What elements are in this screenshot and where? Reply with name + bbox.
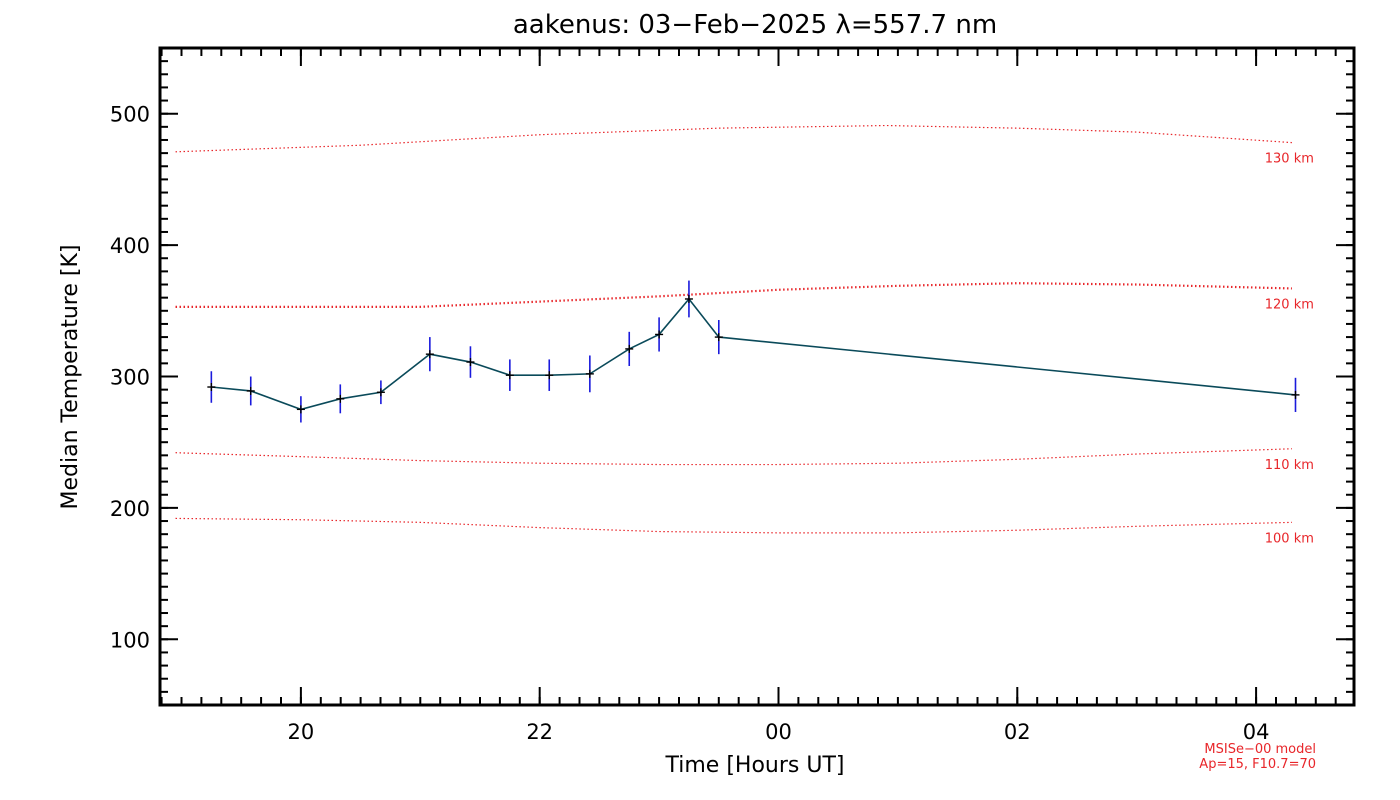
model-curve-label: 110 km bbox=[1265, 458, 1314, 473]
model-curve-label: 120 km bbox=[1265, 297, 1314, 312]
x-tick-label: 04 bbox=[1243, 720, 1270, 744]
model-labels: 130 km 120 km 110 km 100 km bbox=[1265, 152, 1314, 547]
model-params-note: Ap=15, F10.7=70 bbox=[1199, 757, 1316, 772]
x-tick-labels: 20 22 00 02 04 bbox=[288, 720, 1270, 744]
x-axis-label: Time [Hours UT] bbox=[665, 753, 845, 778]
plot-frame bbox=[158, 46, 1356, 707]
model-curve-110-km bbox=[175, 448, 1292, 466]
chart-title: aakenus: 03−Feb−2025 λ=557.7 nm bbox=[513, 10, 997, 40]
model-note: MSISe−00 model bbox=[1204, 742, 1316, 757]
y-tick-label: 200 bbox=[110, 497, 150, 521]
x-tick-label: 02 bbox=[1004, 720, 1031, 744]
model-curve-120-km bbox=[175, 282, 1292, 308]
model-curve-100-km bbox=[175, 517, 1292, 534]
y-tick-labels: 100 200 300 400 500 bbox=[110, 103, 150, 653]
y-tick-label: 500 bbox=[110, 103, 150, 127]
x-tick-label: 22 bbox=[526, 720, 553, 744]
x-tick-label: 00 bbox=[765, 720, 792, 744]
data-series bbox=[207, 280, 1300, 423]
model-curves bbox=[175, 124, 1292, 534]
model-curve-label: 130 km bbox=[1265, 152, 1314, 167]
y-tick-label: 400 bbox=[110, 234, 150, 258]
major-ticks bbox=[160, 48, 1354, 705]
model-curve-label: 100 km bbox=[1265, 531, 1314, 546]
x-tick-label: 20 bbox=[288, 720, 315, 744]
model-curve-130-km bbox=[175, 124, 1292, 153]
y-tick-label: 300 bbox=[110, 366, 150, 390]
minor-ticks bbox=[160, 48, 1354, 705]
y-tick-label: 100 bbox=[110, 628, 150, 652]
temperature-line bbox=[211, 297, 1296, 411]
y-axis-label: Median Temperature [K] bbox=[58, 245, 83, 510]
